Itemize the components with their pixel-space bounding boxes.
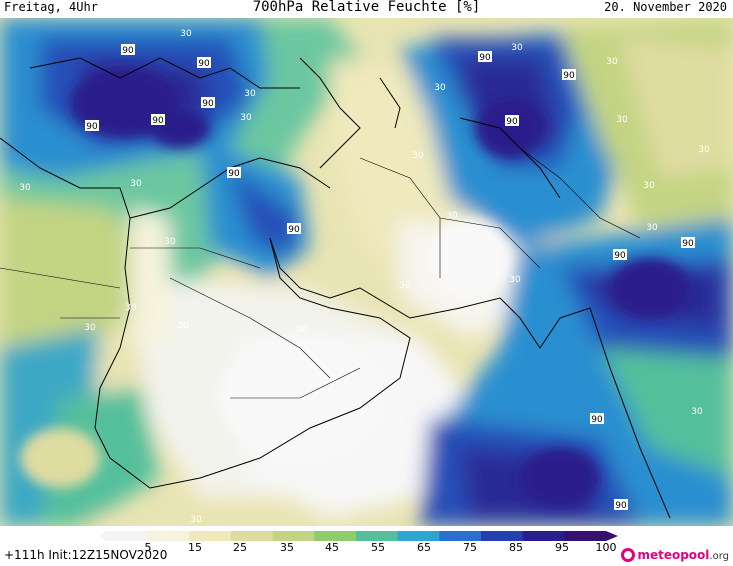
colorbar-swatch bbox=[189, 531, 232, 541]
valid-date-label: 20. November 2020 bbox=[604, 0, 727, 14]
contour-label-bg bbox=[478, 51, 492, 62]
contour-label: 30 bbox=[164, 237, 176, 247]
meteopool-logo[interactable]: meteopool.org bbox=[621, 547, 729, 563]
header-bar: Freitag, 4Uhr 700hPa Relative Feuchte [%… bbox=[0, 0, 733, 18]
contour-label-bg bbox=[505, 115, 519, 126]
contour-label-bg bbox=[201, 97, 215, 108]
colorbar-tick-label: 65 bbox=[417, 541, 431, 554]
contour-label: 90 bbox=[479, 53, 491, 63]
valid-day-label: Freitag, 4Uhr bbox=[4, 0, 98, 14]
contour-label-bg bbox=[197, 57, 211, 68]
contour-label-bg bbox=[613, 249, 627, 260]
contour-label: 90 bbox=[563, 71, 575, 81]
contour-label: 30 bbox=[296, 325, 308, 335]
colorbar-tick-label: 35 bbox=[280, 541, 294, 554]
colorbar-ticks: 5 15 25 35 45 55 65 75 85 95 100 bbox=[0, 541, 733, 555]
colorbar bbox=[100, 528, 620, 542]
contour-label-bg bbox=[614, 499, 628, 510]
contour-labels-30: 30 30 30 30 30 30 30 30 30 30 30 30 30 30 30 30 30 30 30 30… bbox=[19, 29, 710, 525]
contour-label: 90 bbox=[591, 415, 603, 425]
contour-label-bg bbox=[287, 223, 301, 234]
contour-label-bg bbox=[151, 114, 165, 125]
contour-label: 30 bbox=[125, 303, 137, 313]
contour-label: 30 bbox=[691, 407, 703, 417]
contour-label: 90 bbox=[198, 59, 210, 69]
contour-label: 90 bbox=[152, 116, 164, 126]
colorbar-start-arrow bbox=[100, 531, 106, 541]
colorbar-tick-label: 95 bbox=[555, 541, 569, 554]
map-title: 700hPa Relative Feuchte [%] bbox=[252, 0, 481, 15]
contour-label: 90 bbox=[86, 122, 98, 132]
colorbar-swatch bbox=[356, 531, 399, 541]
contour-label: 30 bbox=[646, 223, 658, 233]
contour-label: 90 bbox=[614, 251, 626, 261]
colorbar-swatch bbox=[564, 531, 607, 541]
borders bbox=[0, 147, 641, 399]
colorbar-swatch bbox=[397, 531, 440, 541]
contour-label: 30 bbox=[180, 29, 192, 39]
colorbar-tick-label: 85 bbox=[509, 541, 523, 554]
colorbar-tick-label: 55 bbox=[371, 541, 385, 554]
contour-label: 30 bbox=[84, 323, 96, 333]
colorbar-scale bbox=[100, 531, 618, 541]
contour-label: 30 bbox=[19, 183, 31, 193]
colorbar-swatch bbox=[522, 531, 565, 541]
colorbar-tick-label: 100 bbox=[595, 541, 617, 554]
colorbar-swatch bbox=[147, 531, 190, 541]
contour-label: 90 bbox=[122, 46, 134, 56]
contour-label: 30 bbox=[446, 211, 458, 221]
colorbar-swatch bbox=[272, 531, 315, 541]
colorbar-swatch bbox=[314, 531, 357, 541]
contour-label: 30 bbox=[412, 151, 424, 161]
contour-label: 90 bbox=[228, 169, 240, 179]
contour-label: 30 bbox=[509, 275, 521, 285]
contour-label: 30 bbox=[244, 89, 256, 99]
contour-labels-90: 90 90 90 90 90 90 90 90 90 90 90 90 90 90 bbox=[85, 44, 695, 511]
contour-label-bg bbox=[681, 237, 695, 248]
colorbar-swatch bbox=[231, 531, 274, 541]
contour-label: 90 bbox=[615, 501, 627, 511]
colorbar-tick-label: 15 bbox=[188, 541, 202, 554]
contour-label: 90 bbox=[288, 225, 300, 235]
contour-label: 30 bbox=[130, 179, 142, 189]
contour-label-bg bbox=[590, 413, 604, 424]
humidity-map[interactable]: 90 90 90 90 90 90 90 90 90 90 90 90 90 90 30 30 30 30 30 3… bbox=[0, 18, 733, 526]
contour-label: 30 bbox=[177, 321, 189, 331]
colorbar-swatch bbox=[106, 531, 149, 541]
colorbar-swatch bbox=[481, 531, 524, 541]
contour-label-bg bbox=[85, 120, 99, 131]
contour-label: 30 bbox=[190, 515, 202, 525]
contour-label: 30 bbox=[434, 83, 446, 93]
contour-label: 30 bbox=[698, 145, 710, 155]
logo-tld: .org bbox=[709, 551, 729, 562]
contour-label: 90 bbox=[202, 99, 214, 109]
colorbar-tick-label: 25 bbox=[233, 541, 247, 554]
colorbar-tick-label: 5 bbox=[144, 541, 152, 554]
contour-label: 90 bbox=[682, 239, 694, 249]
contour-label-bg bbox=[227, 167, 241, 178]
contour-label: 30 bbox=[643, 181, 655, 191]
colorbar-tick-label: 45 bbox=[325, 541, 339, 554]
contour-label: 30 bbox=[240, 113, 252, 123]
logo-name: meteopool bbox=[637, 548, 710, 562]
colorbar-end-arrow bbox=[606, 531, 618, 541]
contour-label: 30 bbox=[511, 43, 523, 53]
contour-label-bg bbox=[562, 69, 576, 80]
logo-mark-icon bbox=[621, 548, 636, 562]
contour-label: 90 bbox=[506, 117, 518, 127]
contour-label: 30 bbox=[616, 115, 628, 125]
run-info: +111h Init:12Z15NOV2020 bbox=[4, 548, 168, 562]
contour-label-bg bbox=[121, 44, 135, 55]
colorbar-tick-label: 75 bbox=[463, 541, 477, 554]
colorbar-swatch bbox=[439, 531, 482, 541]
contour-label: 30 bbox=[606, 57, 618, 67]
contour-label: 30 bbox=[399, 281, 411, 291]
